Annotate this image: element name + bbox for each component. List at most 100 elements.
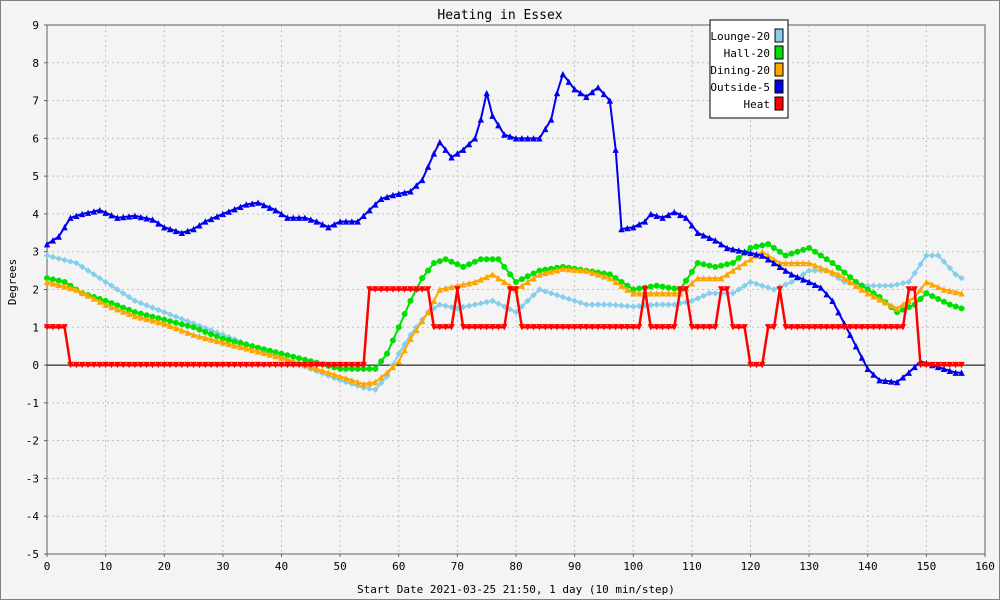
data-point-hall-20 <box>864 286 871 293</box>
data-point-outside-5 <box>295 214 303 221</box>
data-point-dining-20 <box>600 273 608 280</box>
data-point-dining-20 <box>811 262 819 269</box>
data-point-hall-20 <box>155 315 162 322</box>
data-point-dining-20 <box>665 290 672 297</box>
data-point-lounge-20 <box>653 301 660 308</box>
data-point-dining-20 <box>354 378 361 386</box>
data-point-hall-20 <box>630 286 637 293</box>
data-point-hall-20 <box>108 300 115 307</box>
data-point-heat <box>248 361 256 369</box>
data-point-hall-20 <box>419 275 426 282</box>
data-point-lounge-20 <box>747 278 754 286</box>
data-point-heat <box>442 324 449 331</box>
data-point-outside-5 <box>659 214 666 221</box>
data-point-heat <box>377 286 385 293</box>
data-point-outside-5 <box>43 240 51 248</box>
data-point-hall-20 <box>272 349 279 356</box>
data-point-lounge-20 <box>682 298 690 306</box>
data-point-heat <box>237 361 244 369</box>
data-point-dining-20 <box>846 278 854 286</box>
data-point-outside-5 <box>284 214 291 221</box>
data-point-dining-20 <box>248 346 256 354</box>
data-point-heat <box>354 361 361 369</box>
data-point-lounge-20 <box>395 350 402 357</box>
data-point-dining-20 <box>893 305 901 312</box>
data-point-hall-20 <box>401 311 408 318</box>
legend-label-dining-20: Dining-20 <box>710 64 770 77</box>
data-point-dining-20 <box>67 284 74 292</box>
data-point-heat <box>172 361 180 369</box>
data-point-dining-20 <box>542 269 549 277</box>
data-point-dining-20 <box>923 278 930 286</box>
data-point-heat <box>612 324 619 331</box>
data-point-hall-20 <box>225 337 232 344</box>
data-point-heat <box>923 361 930 369</box>
data-point-heat <box>717 286 725 293</box>
data-point-outside-5 <box>753 251 760 258</box>
x-tick-label: 30 <box>216 560 229 573</box>
data-point-dining-20 <box>237 343 244 351</box>
data-point-hall-20 <box>917 295 924 302</box>
data-point-dining-20 <box>934 283 942 291</box>
data-point-hall-20 <box>940 298 947 305</box>
data-point-heat <box>583 324 590 331</box>
data-point-heat <box>120 361 127 369</box>
data-point-dining-20 <box>524 278 531 286</box>
data-point-outside-5 <box>811 281 819 288</box>
data-point-heat <box>266 361 273 369</box>
data-point-lounge-20 <box>120 290 127 297</box>
data-point-dining-20 <box>952 288 959 296</box>
data-point-lounge-20 <box>694 295 701 302</box>
data-point-lounge-20 <box>96 274 103 282</box>
data-point-hall-20 <box>800 246 807 253</box>
data-point-dining-20 <box>436 286 443 293</box>
data-point-heat <box>671 324 678 331</box>
data-point-dining-20 <box>495 274 502 282</box>
data-point-heat <box>219 361 227 369</box>
data-point-hall-20 <box>278 350 285 357</box>
data-point-heat <box>149 361 156 369</box>
data-point-heat <box>770 324 778 331</box>
data-point-heat <box>307 361 315 369</box>
data-point-dining-20 <box>389 363 397 371</box>
data-point-heat <box>911 286 918 293</box>
x-tick-label: 50 <box>334 560 347 573</box>
data-point-hall-20 <box>137 310 144 317</box>
data-point-dining-20 <box>565 265 572 273</box>
data-point-lounge-20 <box>735 286 742 293</box>
data-point-heat <box>565 324 572 331</box>
data-point-dining-20 <box>817 264 825 271</box>
data-point-hall-20 <box>454 261 461 268</box>
data-point-dining-20 <box>823 266 830 274</box>
data-point-outside-5 <box>61 223 68 231</box>
data-point-hall-20 <box>495 256 502 263</box>
data-point-heat <box>729 324 737 331</box>
data-point-heat <box>829 324 836 331</box>
data-point-hall-20 <box>853 278 860 285</box>
x-tick-label: 130 <box>799 560 819 573</box>
data-point-dining-20 <box>266 351 273 358</box>
data-point-lounge-20 <box>589 301 596 308</box>
data-point-lounge-20 <box>114 286 121 293</box>
data-point-hall-20 <box>190 324 197 331</box>
data-point-dining-20 <box>325 369 332 376</box>
data-point-heat <box>471 324 479 331</box>
data-point-lounge-20 <box>800 271 807 278</box>
data-point-heat <box>805 324 813 331</box>
x-tick-label: 90 <box>568 560 581 573</box>
data-point-lounge-20 <box>893 281 901 288</box>
data-point-heat <box>483 324 490 331</box>
series-line-outside-5 <box>46 71 962 384</box>
data-point-lounge-20 <box>571 297 578 305</box>
data-point-outside-5 <box>717 240 725 248</box>
data-point-heat <box>67 361 74 369</box>
x-tick-label: 70 <box>451 560 464 573</box>
data-point-heat <box>243 361 250 369</box>
data-point-heat <box>278 361 285 369</box>
data-point-hall-20 <box>706 262 713 269</box>
data-point-dining-20 <box>84 292 92 299</box>
data-point-outside-5 <box>747 249 754 257</box>
data-point-heat <box>108 361 115 369</box>
data-point-outside-5 <box>49 237 57 244</box>
data-point-hall-20 <box>126 306 133 313</box>
